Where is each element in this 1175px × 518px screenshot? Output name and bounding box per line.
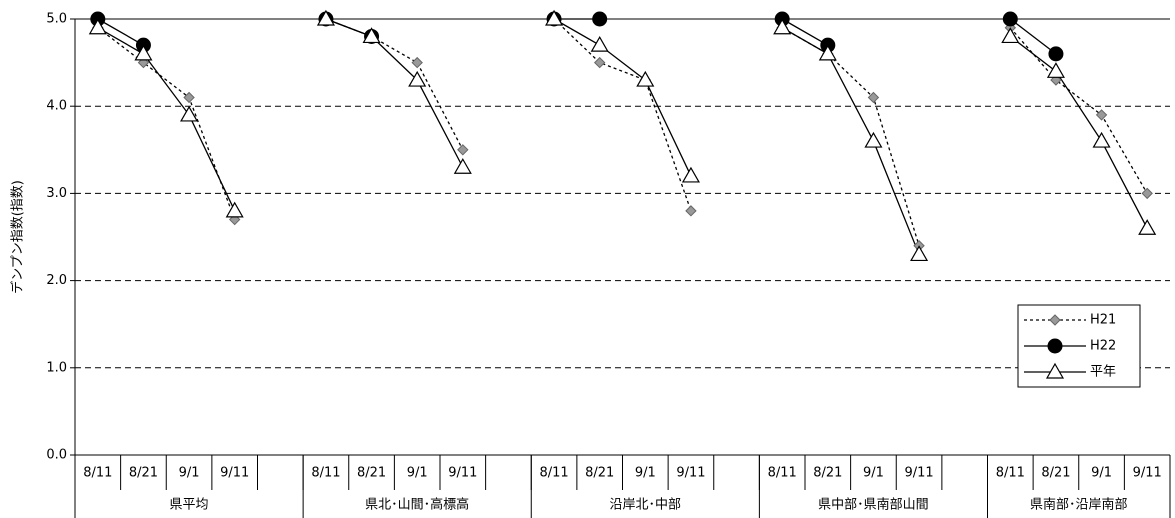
legend-marker <box>1049 314 1061 326</box>
series-line <box>97 18 1148 255</box>
point <box>453 158 472 174</box>
x-tick-label: 9/11 <box>676 466 705 481</box>
point <box>408 70 427 87</box>
x-tick-label: 8/11 <box>768 466 797 481</box>
x-tick-label: 9/1 <box>863 466 884 481</box>
x-tick-label: 8/21 <box>129 466 158 481</box>
point <box>1138 219 1157 235</box>
point <box>411 56 423 69</box>
y-axis-label: デンプン指数(指数) <box>10 180 26 294</box>
x-tick-label: 9/11 <box>220 466 249 481</box>
y-tick-label: 3.0 <box>46 186 67 201</box>
x-tick-label: 9/11 <box>904 466 933 481</box>
x-tick-label: 8/11 <box>311 466 340 481</box>
point <box>636 70 655 87</box>
point <box>457 144 469 156</box>
group-label: 県北･山間･高標高 <box>365 497 469 513</box>
x-tick-label: 8/11 <box>83 466 112 481</box>
point <box>681 166 700 183</box>
x-tick-label: 8/11 <box>996 466 1025 481</box>
point <box>1001 27 1020 44</box>
point <box>134 44 153 61</box>
point <box>183 91 195 104</box>
point <box>592 11 608 27</box>
legend-label: H21 <box>1090 313 1116 328</box>
point <box>773 18 792 35</box>
x-tick-label: 8/11 <box>539 466 568 481</box>
point <box>867 91 880 104</box>
point <box>1046 62 1065 78</box>
point <box>685 205 697 217</box>
x-tick-label: 9/1 <box>407 466 428 481</box>
point <box>818 44 837 61</box>
point <box>590 35 609 52</box>
x-tick-label: 8/21 <box>813 466 842 481</box>
y-tick-label: 0.0 <box>46 448 67 463</box>
point <box>1048 46 1064 62</box>
y-tick-label: 4.0 <box>46 99 67 114</box>
x-tick-label: 9/1 <box>1091 466 1112 481</box>
y-tick-label: 5.0 <box>46 12 67 27</box>
y-tick-label: 1.0 <box>46 360 67 375</box>
x-tick-label: 9/11 <box>1133 466 1162 481</box>
point <box>910 245 929 262</box>
series-line <box>97 18 1057 55</box>
x-tick-label: 9/11 <box>448 466 477 481</box>
point <box>545 9 564 26</box>
group-label: 県南部･沿岸南部 <box>1030 497 1128 513</box>
y-tick-label: 2.0 <box>46 273 67 288</box>
point <box>362 27 381 44</box>
x-tick-label: 8/21 <box>357 466 386 481</box>
group-label: 県平均 <box>170 498 209 513</box>
group-label: 沿岸北･中部 <box>610 498 682 513</box>
series-line <box>97 18 1148 246</box>
point <box>88 18 107 35</box>
point <box>864 131 883 148</box>
legend-marker <box>1045 362 1065 379</box>
legend-marker <box>1047 338 1063 354</box>
legend-label: H22 <box>1090 339 1116 354</box>
x-tick-label: 8/21 <box>585 466 614 481</box>
point <box>593 56 606 69</box>
point <box>225 201 244 218</box>
point <box>1095 109 1108 121</box>
x-tick-label: 8/21 <box>1041 466 1070 481</box>
x-tick-label: 9/1 <box>179 466 200 481</box>
point <box>1141 187 1153 200</box>
point <box>180 105 199 122</box>
point <box>1092 131 1111 148</box>
point <box>1002 11 1018 27</box>
x-tick-label: 9/1 <box>635 466 656 481</box>
legend-label: 平年 <box>1090 365 1116 380</box>
group-label: 県中部･県南部山間 <box>818 497 929 513</box>
point <box>316 9 335 26</box>
